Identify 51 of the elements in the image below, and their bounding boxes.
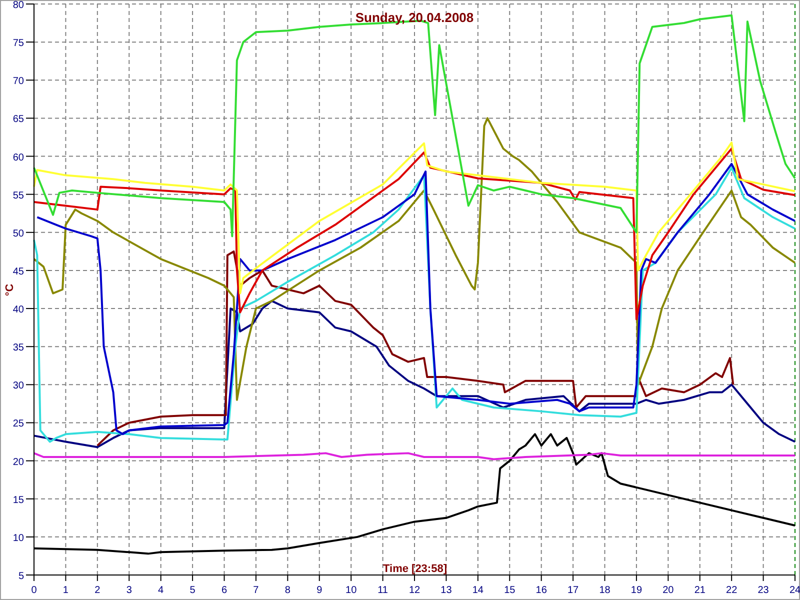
x-tick-label: 21	[694, 585, 706, 596]
x-tick-label: 8	[284, 585, 291, 596]
x-tick-label: 9	[316, 585, 323, 596]
y-tick-label: 5	[18, 571, 24, 582]
line-series	[33, 14, 796, 238]
y-tick-label: 35	[12, 342, 24, 354]
y-tick-label: 70	[12, 76, 24, 88]
y-axis-title: °C	[4, 284, 16, 296]
x-tick-label: 4	[158, 585, 164, 596]
y-tick-label: 40	[12, 304, 24, 316]
x-tick-label: 18	[599, 585, 611, 596]
x-tick-label: 11	[378, 585, 388, 596]
x-tick-label: 5	[190, 585, 196, 596]
line-series	[33, 148, 796, 320]
x-tick-label: 15	[504, 585, 516, 596]
x-tick-label: 20	[662, 585, 674, 596]
y-tick-label: 55	[12, 190, 24, 202]
x-tick-label: 2	[94, 585, 101, 596]
x-tick-label: 1	[62, 585, 69, 596]
x-tick-label: 24	[789, 585, 800, 596]
line-series	[96, 250, 734, 447]
line-series	[33, 452, 796, 460]
x-tick-label: 3	[126, 585, 132, 596]
y-tick-label: 15	[12, 494, 24, 506]
x-tick-label: 14	[472, 585, 484, 596]
x-tick-label: 0	[31, 585, 38, 596]
x-tick-label: 23	[758, 585, 770, 596]
x-tick-label: 10	[346, 585, 358, 596]
x-tick-label: 19	[630, 585, 642, 596]
x-tick-label: 6	[221, 585, 228, 596]
y-tick-label: 50	[12, 228, 24, 240]
y-tick-label: 30	[12, 380, 24, 392]
x-axis-title: Time [23:58]	[383, 563, 448, 575]
x-tick-label: 7	[253, 585, 260, 596]
x-tick-label: 13	[440, 585, 452, 596]
y-tick-label: 75	[12, 38, 24, 50]
y-tick-label: 20	[12, 456, 24, 468]
y-tick-label: 25	[12, 418, 24, 430]
x-tick-label: 17	[567, 585, 580, 596]
y-tick-label: 60	[12, 152, 24, 164]
y-tick-label: 10	[12, 532, 24, 544]
y-tick-label: 65	[12, 114, 24, 126]
y-tick-label: 80	[12, 0, 24, 11]
text: Sunday, 20.04.2008	[355, 10, 474, 25]
x-tick-label: 16	[536, 585, 548, 596]
line-series	[33, 117, 796, 401]
line-series	[33, 300, 796, 448]
x-tick-label: 22	[726, 585, 738, 596]
y-tick-label: 45	[12, 266, 24, 278]
x-tick-label: 12	[408, 585, 420, 596]
line-series	[33, 142, 796, 294]
